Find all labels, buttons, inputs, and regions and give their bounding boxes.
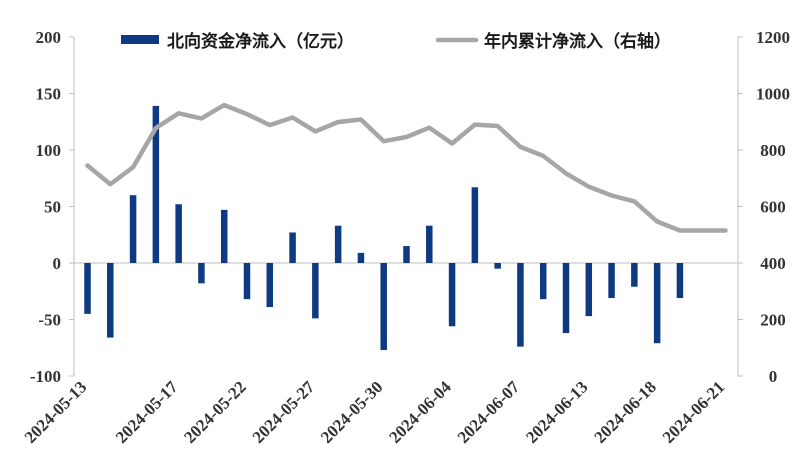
x-tick-label: 2024-06-21 — [659, 377, 729, 447]
left-tick-label: 150 — [36, 85, 62, 104]
plot-area: -100 -50 0 50 100 150 200 0 200 400 600 800 1000 1200… — [21, 28, 790, 447]
x-tick-label: 2024-06-07 — [454, 377, 524, 447]
x-tick-label: 2024-05-27 — [249, 377, 319, 447]
left-tick-label: 100 — [36, 141, 62, 160]
left-tick-label: -100 — [30, 367, 61, 386]
right-tick-label: 400 — [760, 254, 786, 273]
bar-2024-05-30 — [380, 263, 387, 351]
right-tick-label: 1200 — [756, 28, 790, 47]
bar-2024-05-27 — [312, 263, 319, 319]
x-tick-label: 2024-05-13 — [21, 377, 91, 447]
bar-2024-05-21 — [220, 209, 228, 263]
bar-2024-05-17 — [175, 204, 182, 263]
bar-2024-06-18 — [653, 263, 661, 344]
legend: 北向资金净流入（亿元） 年内累计净流入（右轴） — [121, 31, 671, 52]
left-tick-label: 50 — [44, 198, 61, 217]
bar-2024-05-28 — [334, 225, 342, 263]
bar-2024-05-16 — [152, 105, 160, 264]
bar-2024-05-20 — [198, 263, 205, 284]
bar-2024-06-17 — [631, 263, 638, 287]
bar-2024-05-24 — [289, 232, 296, 263]
x-tick-label: 2024-05-30 — [317, 377, 387, 447]
legend-label-bar: 北向资金净流入（亿元） — [167, 31, 354, 52]
left-tick-label: 0 — [53, 254, 62, 273]
bar-2024-06-04 — [448, 263, 456, 327]
cumulative-line — [85, 102, 728, 233]
bar-2024-05-23 — [266, 263, 274, 308]
bar-2024-06-12 — [562, 263, 570, 334]
bar-2024-06-03 — [426, 225, 433, 263]
bar-2024-05-22 — [243, 263, 251, 300]
x-tick-label: 2024-06-04 — [385, 377, 455, 447]
bar-2024-06-06 — [494, 263, 501, 269]
x-tick-label: 2024-05-17 — [112, 377, 182, 447]
bar-2024-06-11 — [539, 263, 547, 300]
bar-2024-06-19 — [676, 263, 684, 299]
right-tick-label: 0 — [769, 367, 778, 386]
bar-2024-06-05 — [471, 187, 479, 263]
bar-2024-05-13 — [84, 263, 91, 314]
legend-swatch-bar — [121, 35, 159, 44]
bar-2024-05-14 — [107, 263, 114, 338]
legend-label-line: 年内累计净流入（右轴） — [484, 31, 671, 52]
x-tick-label: 2024-06-18 — [590, 377, 660, 447]
bar-2024-05-15 — [129, 195, 137, 263]
right-tick-label: 800 — [760, 141, 786, 160]
right-tick-label: 600 — [760, 198, 786, 217]
bar-2024-06-14 — [608, 263, 615, 299]
x-tick-label: 2024-05-22 — [180, 377, 250, 447]
left-tick-label: -50 — [38, 311, 61, 330]
right-tick-label: 200 — [760, 311, 786, 330]
left-tick-label: 200 — [36, 28, 62, 47]
bar-2024-05-31 — [403, 246, 410, 263]
bar-2024-06-07 — [517, 263, 524, 347]
x-tick-label: 2024-06-13 — [522, 377, 592, 447]
bar-2024-05-29 — [357, 252, 365, 263]
right-tick-label: 1000 — [756, 85, 790, 104]
bar-2024-06-13 — [585, 263, 593, 317]
